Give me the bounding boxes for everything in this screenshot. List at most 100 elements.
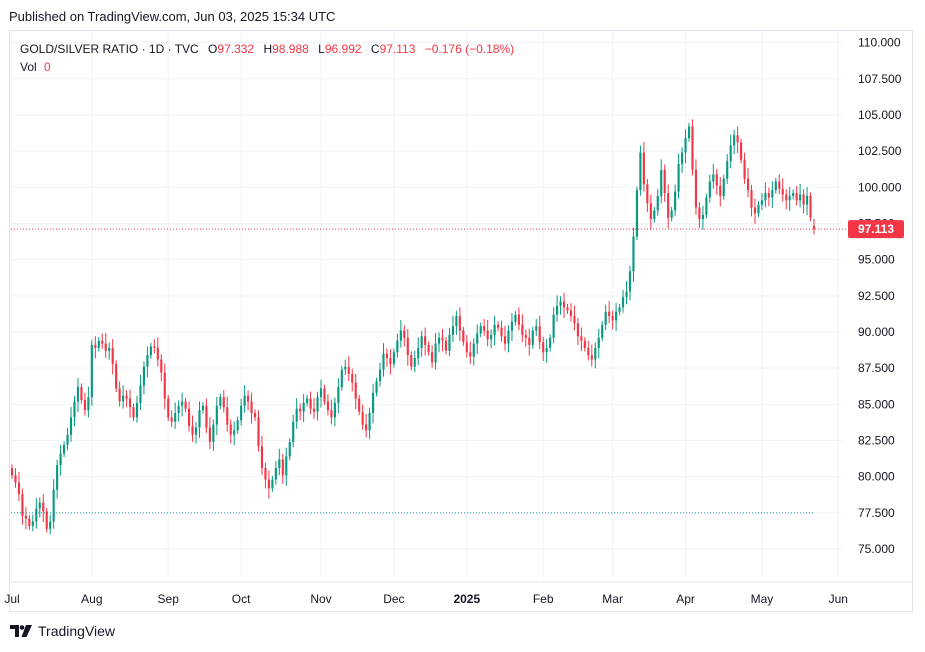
candle-body bbox=[10, 468, 14, 476]
candle-body bbox=[149, 346, 152, 356]
candle-body bbox=[35, 508, 38, 522]
candle-body bbox=[514, 314, 517, 322]
candle-body bbox=[170, 417, 173, 422]
candle-body bbox=[76, 386, 80, 402]
y-axis-tick-label: 100.000 bbox=[858, 180, 902, 194]
candle-body bbox=[715, 174, 718, 186]
candle-body bbox=[427, 345, 430, 353]
candle-body bbox=[774, 181, 777, 191]
y-axis-tick-label: 80.000 bbox=[858, 470, 895, 484]
candle-body bbox=[389, 358, 392, 364]
candle-body bbox=[111, 347, 114, 364]
candle-body bbox=[410, 355, 413, 367]
candle-body bbox=[642, 152, 645, 185]
candle-body bbox=[753, 207, 757, 214]
candle-body bbox=[746, 178, 750, 191]
candle-body bbox=[639, 152, 642, 191]
x-axis-tick-label: Nov bbox=[310, 592, 331, 606]
candle-body bbox=[531, 330, 534, 346]
candle-body bbox=[14, 475, 17, 483]
candle-body bbox=[153, 346, 156, 348]
candle-body bbox=[139, 385, 142, 403]
candle-body bbox=[691, 126, 694, 170]
candle-body bbox=[219, 397, 222, 406]
candle-body bbox=[486, 330, 489, 340]
candle-body bbox=[653, 210, 656, 220]
x-axis-tick-label: Jun bbox=[829, 592, 848, 606]
candle-body bbox=[496, 324, 500, 328]
candle-body bbox=[437, 337, 441, 344]
candle-body bbox=[101, 340, 104, 344]
candle-body bbox=[535, 326, 538, 331]
candle-body bbox=[510, 321, 514, 331]
candle-body bbox=[646, 184, 649, 204]
last-price-badge bbox=[848, 220, 904, 239]
candle-body bbox=[49, 521, 52, 529]
candle-body bbox=[431, 352, 434, 363]
footer-brand[interactable]: TradingView bbox=[38, 623, 116, 639]
x-axis-tick-label: May bbox=[751, 592, 774, 606]
candle-body bbox=[295, 408, 298, 422]
candle-body bbox=[587, 347, 590, 356]
candle-body bbox=[507, 330, 510, 344]
candle-body bbox=[281, 459, 284, 476]
candle-body bbox=[403, 330, 406, 338]
candle-body bbox=[247, 395, 250, 402]
candle-body bbox=[274, 468, 277, 480]
candle-body bbox=[701, 214, 704, 220]
candle-body bbox=[545, 347, 548, 353]
candle-body bbox=[462, 330, 465, 343]
candle-body bbox=[31, 521, 34, 526]
candle-body bbox=[285, 456, 288, 476]
candle-body bbox=[132, 407, 135, 418]
candle-body bbox=[340, 369, 343, 387]
candle-body bbox=[63, 444, 66, 454]
candle-body bbox=[625, 291, 628, 298]
candle-body bbox=[469, 352, 472, 357]
candle-body bbox=[326, 401, 330, 411]
candle-body bbox=[538, 326, 541, 343]
y-axis-tick-label: 110.000 bbox=[858, 36, 901, 50]
candle-body bbox=[278, 459, 281, 469]
candle-body bbox=[483, 326, 486, 331]
candle-body bbox=[135, 402, 139, 418]
candle-body bbox=[160, 359, 163, 373]
candle-body bbox=[21, 494, 24, 516]
candle-body bbox=[354, 382, 357, 399]
candle-body bbox=[413, 358, 416, 367]
y-axis-tick-label: 82.500 bbox=[858, 434, 895, 448]
candle-body bbox=[465, 342, 468, 353]
legend-symbol[interactable]: GOLD/SILVER RATIO · 1D · TVC bbox=[20, 42, 199, 56]
candle-body bbox=[788, 195, 791, 201]
candle-body bbox=[260, 446, 264, 469]
candle-body bbox=[621, 297, 625, 308]
candle-body bbox=[205, 405, 208, 428]
candle-body bbox=[674, 191, 677, 211]
legend-volume-row: Vol 0 bbox=[20, 58, 514, 76]
candle-body bbox=[705, 197, 708, 215]
candle-body bbox=[28, 518, 31, 526]
candle-body bbox=[125, 395, 128, 399]
candle-body bbox=[594, 347, 597, 360]
candle-body bbox=[667, 193, 670, 218]
candle-body bbox=[115, 363, 118, 389]
candle-body bbox=[292, 421, 295, 442]
candle-body bbox=[104, 343, 107, 351]
legend-vol-label[interactable]: Vol bbox=[20, 60, 37, 74]
candle-body bbox=[542, 342, 545, 353]
candle-body bbox=[87, 397, 90, 411]
candle-body bbox=[323, 388, 326, 402]
tradingview-logo-icon[interactable] bbox=[10, 625, 32, 637]
candle-body bbox=[83, 400, 86, 411]
legend-ohlc-row: GOLD/SILVER RATIO · 1D · TVC O97.332 H98… bbox=[20, 40, 514, 58]
candle-body bbox=[785, 194, 788, 201]
candle-body bbox=[24, 515, 27, 519]
candle-body bbox=[264, 468, 267, 480]
candle-body bbox=[635, 190, 639, 237]
candle-body bbox=[417, 347, 420, 359]
y-axis-tick-label: 87.500 bbox=[858, 361, 895, 375]
candle-body bbox=[396, 340, 399, 353]
candle-body bbox=[569, 310, 573, 317]
x-axis-tick-label: Dec bbox=[383, 592, 404, 606]
